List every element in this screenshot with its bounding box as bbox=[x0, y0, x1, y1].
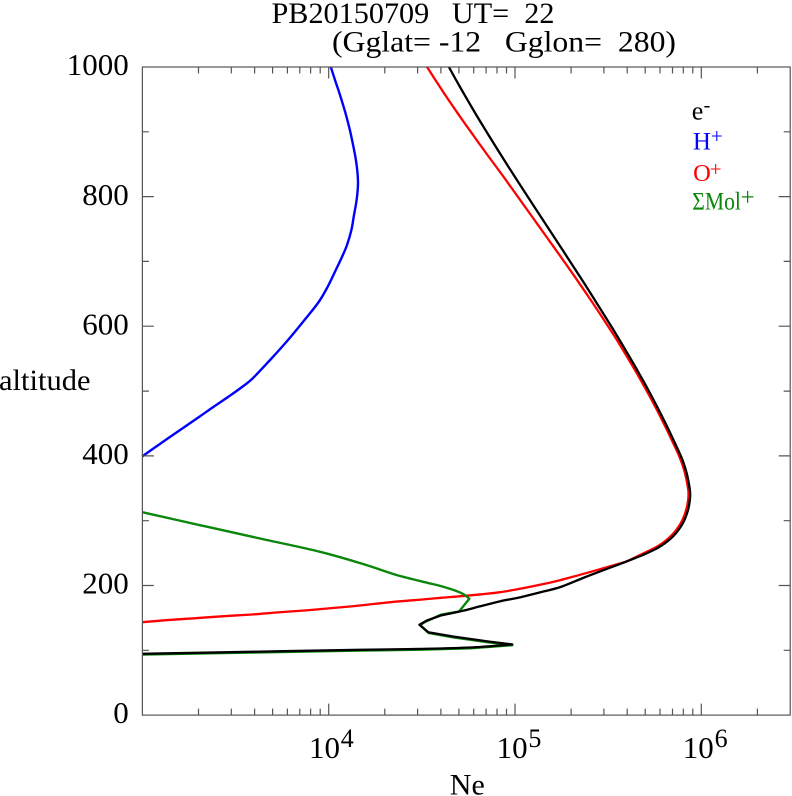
svg-text:ΣMol: ΣMol bbox=[692, 189, 741, 216]
svg-text:800: 800 bbox=[82, 177, 129, 212]
svg-text:O: O bbox=[693, 160, 711, 187]
svg-text:-: - bbox=[704, 94, 711, 116]
svg-text:10: 10 bbox=[683, 730, 714, 765]
svg-text:4: 4 bbox=[341, 724, 354, 753]
svg-text:6: 6 bbox=[715, 724, 728, 753]
svg-text:400: 400 bbox=[82, 436, 129, 471]
svg-text:200: 200 bbox=[82, 566, 129, 601]
svg-text:+: + bbox=[711, 124, 723, 148]
svg-text:1000: 1000 bbox=[67, 47, 129, 82]
svg-text:PB20150709 UT= 22: PB20150709 UT= 22 bbox=[272, 0, 555, 30]
svg-text:+: + bbox=[710, 157, 722, 181]
svg-text:5: 5 bbox=[528, 724, 541, 753]
svg-text:10: 10 bbox=[309, 730, 340, 765]
svg-text:H: H bbox=[693, 129, 711, 156]
svg-text:altitude: altitude bbox=[0, 364, 91, 397]
svg-text:e: e bbox=[692, 96, 704, 125]
svg-text:Ne: Ne bbox=[450, 769, 485, 796]
svg-text:10: 10 bbox=[497, 730, 528, 765]
svg-text:(Gglat= -12 Gglon= 280): (Gglat= -12 Gglon= 280) bbox=[332, 26, 676, 59]
svg-text:+: + bbox=[741, 184, 755, 211]
svg-text:600: 600 bbox=[82, 306, 129, 341]
svg-text:0: 0 bbox=[113, 695, 129, 730]
